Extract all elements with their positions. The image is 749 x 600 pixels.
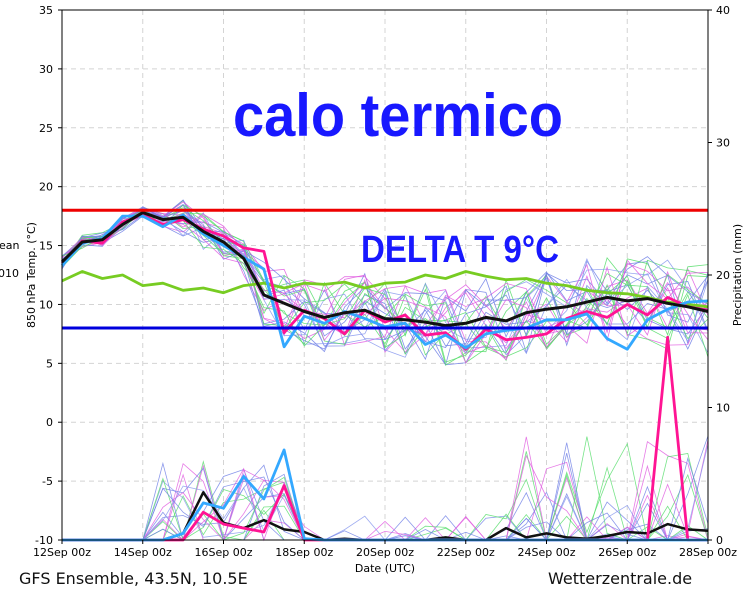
ensemble-temp-member: [61, 208, 709, 355]
axes: 12Sep 00z 14Sep 00z 16Sep 00z 18Sep 00z 20Se…: [33, 4, 737, 559]
temp-series-mean: [60, 211, 709, 328]
ensemble-precip-member: [62, 462, 708, 542]
ensemble-precip-member: [62, 464, 709, 541]
x-tick-label: 18Sep 00z: [275, 546, 333, 559]
y-tick-label: 20: [39, 181, 53, 194]
y2-axis-label: Precipitation (mm): [731, 224, 744, 326]
footer-site: Wetterzentrale.de: [548, 569, 693, 588]
y2-tick-label: 20: [716, 269, 730, 282]
x-tick-label: 28Sep 00z: [679, 546, 737, 559]
x-axis-label: Date (UTC): [355, 562, 415, 575]
y2-tick-label: 0: [716, 534, 723, 547]
y-tick-label: -5: [42, 475, 53, 488]
y-tick-label: 30: [39, 63, 53, 76]
legend-fragment-1: ean: [0, 239, 20, 252]
ensemble-temp-member: [61, 213, 709, 353]
x-tick-label: 26Sep 00z: [598, 546, 656, 559]
y-tick-label: -10: [35, 534, 53, 547]
x-tick-label: 20Sep 00z: [356, 546, 414, 559]
temp-series-climate: [61, 270, 709, 309]
ensemble-temp-member: [61, 203, 709, 350]
x-tick-label: 14Sep 00z: [114, 546, 172, 559]
annotation-delta-t: DELTA T 9°C: [361, 229, 559, 271]
ensemble-temp-member: [61, 204, 709, 353]
x-tick-label: 24Sep 00z: [518, 546, 576, 559]
y-tick-label: 15: [39, 240, 53, 253]
legend-fragment-2: 010: [0, 267, 19, 280]
annotation-calo-termico: calo termico: [233, 82, 563, 149]
y-axis-label: 850 hPa Temp. (°C): [25, 222, 38, 328]
reference-lines: [62, 208, 708, 330]
x-tick-label: 22Sep 00z: [437, 546, 495, 559]
footer-model-info: GFS Ensemble, 43.5N, 10.5E: [19, 569, 248, 588]
y-tick-label: 25: [39, 122, 53, 135]
x-tick-label: 16Sep 00z: [195, 546, 253, 559]
ensemble-precip-member: [62, 441, 709, 541]
y-tick-label: 35: [39, 4, 53, 17]
y2-tick-label: 40: [716, 4, 730, 17]
y-tick-label: 5: [46, 357, 53, 370]
y2-tick-label: 10: [716, 402, 730, 415]
y-tick-label: 10: [39, 298, 53, 311]
ensemble-precip-member: [62, 461, 709, 541]
x-tick-label: 12Sep 00z: [33, 546, 91, 559]
y-tick-label: 0: [46, 416, 53, 429]
y2-tick-label: 30: [716, 137, 730, 150]
